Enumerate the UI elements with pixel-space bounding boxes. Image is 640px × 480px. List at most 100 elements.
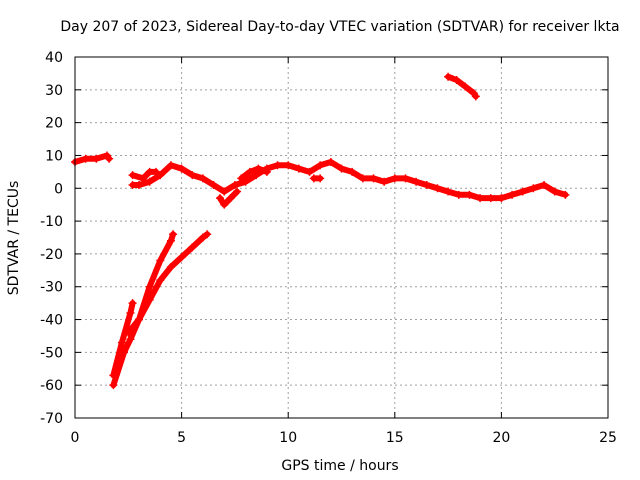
plot-frame — [74, 56, 609, 419]
series-arc9 — [309, 174, 325, 183]
series-arc10 — [444, 72, 480, 101]
y-axis-label: SDTVAR / TECUs — [6, 181, 22, 296]
x-tick-label: 10 — [279, 430, 297, 446]
data-point — [220, 200, 229, 209]
data-point — [316, 174, 325, 183]
data-point — [237, 174, 246, 183]
series-arc1 — [71, 151, 114, 167]
data-point — [305, 167, 314, 176]
chart-title: Day 207 of 2023, Sidereal Day-to-day VTE… — [60, 19, 619, 35]
data-point — [134, 180, 143, 189]
ticks: 0 5 10 15 20 25 -70 -60 -50 -40 -30 -20 -10 0 10 20 30 40 — [40, 50, 617, 446]
y-tick-label: -10 — [40, 214, 63, 230]
data-point — [471, 92, 480, 101]
data-point — [105, 154, 114, 163]
data-point — [326, 158, 335, 167]
data-point — [145, 295, 154, 304]
y-tick-label: 10 — [45, 148, 63, 164]
x-tick-label: 25 — [599, 430, 617, 446]
y-tick-label: -60 — [40, 378, 63, 394]
data-point — [380, 177, 389, 186]
data-point — [476, 194, 485, 203]
y-tick-label: 20 — [45, 116, 63, 132]
data-point — [220, 187, 229, 196]
data-point — [241, 177, 250, 186]
data-point — [198, 174, 207, 183]
x-tick-label: 20 — [492, 430, 510, 446]
data-point — [134, 315, 143, 324]
data-point — [369, 174, 378, 183]
y-tick-label: -30 — [40, 280, 63, 296]
series-arc4 — [124, 230, 212, 337]
data-point — [337, 164, 346, 173]
data-point — [169, 230, 178, 239]
data-point — [124, 328, 133, 337]
data-point — [230, 180, 239, 189]
data-point — [128, 299, 137, 308]
data-point — [166, 236, 175, 245]
data-point — [262, 167, 271, 176]
x-tick-label: 0 — [71, 430, 80, 446]
data-point — [433, 184, 442, 193]
series-line — [217, 188, 240, 208]
data-point — [109, 381, 118, 390]
data-point — [273, 161, 282, 170]
data-point — [166, 161, 175, 170]
data-point — [81, 154, 90, 163]
data-point — [203, 230, 212, 239]
data-point — [508, 190, 517, 199]
data-point — [145, 282, 154, 291]
data-point — [444, 187, 453, 196]
data-point — [188, 243, 197, 252]
series-arc6 — [128, 158, 570, 203]
data-point — [497, 194, 506, 203]
data-point — [177, 164, 186, 173]
data-point — [294, 164, 303, 173]
data-point — [233, 187, 242, 196]
data-point — [454, 190, 463, 199]
series-arc7 — [215, 187, 242, 209]
data-point — [348, 167, 357, 176]
data-point — [209, 180, 218, 189]
data-point — [284, 161, 293, 170]
data-point — [444, 72, 453, 81]
data-point — [109, 371, 118, 380]
x-axis-label: GPS time / hours — [281, 458, 398, 474]
data-point — [156, 171, 165, 180]
data-point — [145, 177, 154, 186]
series-line — [110, 231, 177, 389]
data-point — [486, 194, 495, 203]
data-point — [561, 190, 570, 199]
x-tick-label: 15 — [386, 430, 404, 446]
y-tick-label: 0 — [54, 181, 63, 197]
data-point — [245, 167, 254, 176]
series-line — [72, 152, 113, 165]
data-point — [126, 335, 135, 344]
data-point — [126, 308, 135, 317]
data-point — [215, 194, 224, 203]
series-line — [110, 300, 136, 379]
y-tick-label: -20 — [40, 247, 63, 263]
data-point — [177, 253, 186, 262]
data-point — [92, 154, 101, 163]
data-point — [540, 180, 549, 189]
data-point — [465, 190, 474, 199]
y-tick-label: 40 — [45, 50, 63, 66]
data-point — [401, 174, 410, 183]
data-point — [529, 184, 538, 193]
data-point — [518, 187, 527, 196]
data-point — [461, 82, 470, 91]
data-point — [390, 174, 399, 183]
data-point — [188, 171, 197, 180]
data-point — [128, 171, 137, 180]
data-point — [358, 174, 367, 183]
x-tick-label: 5 — [177, 430, 186, 446]
data-point — [452, 75, 461, 84]
series-arc3 — [109, 299, 137, 380]
data-point — [156, 256, 165, 265]
data-point — [254, 164, 263, 173]
data-point — [550, 187, 559, 196]
plot-area — [71, 72, 570, 390]
series-line — [238, 165, 270, 182]
series-line — [129, 159, 569, 202]
